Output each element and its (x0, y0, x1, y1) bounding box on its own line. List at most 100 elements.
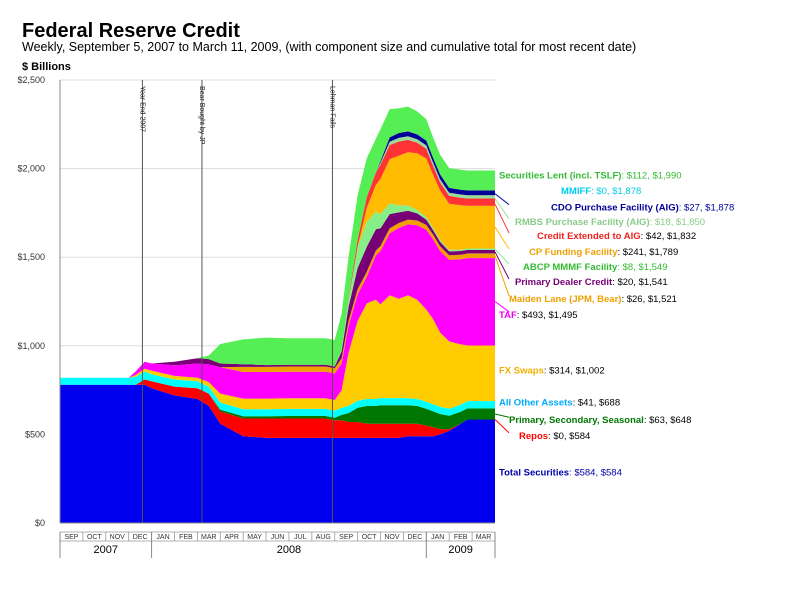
label-leader-rmbs-purchase-facility-aig (494, 198, 510, 220)
series-label-values: : $0, $1,878 (591, 186, 641, 197)
month-tick-label: MAY (247, 534, 262, 541)
series-label-values: : $42, $1,832 (641, 231, 696, 242)
series-label-cdo-purchase-facility-aig: CDO Purchase Facility (AIG): $27, $1,878 (551, 203, 734, 214)
series-label-values: : $41, $688 (573, 398, 621, 409)
label-leader-primary-dealer-credit (494, 251, 510, 280)
month-tick-label: JAN (431, 534, 444, 541)
series-label-taf: TAF: $493, $1,495 (499, 310, 578, 321)
series-label-name: MMIFF (561, 186, 591, 197)
series-label-fx-swaps: FX Swaps: $314, $1,002 (499, 366, 605, 377)
series-label-values: : $20, $1,541 (612, 277, 667, 288)
area-tail-primary-dealer-credit (467, 249, 495, 254)
series-label-name: FX Swaps (499, 366, 544, 377)
series-label-cp-funding-facility: CP Funding Facility: $241, $1,789 (529, 247, 678, 258)
event-label: Lehman Fails (328, 86, 335, 129)
y-axis-unit-label: $ Billions (22, 61, 71, 73)
series-label-values: : $314, $1,002 (544, 366, 605, 377)
y-tick-label: $2,500 (17, 75, 45, 85)
label-leader-abcp-mmmf-facility (494, 248, 510, 265)
area-tail-maiden-lane-jpm-bear (467, 253, 495, 259)
area-tail-cp-funding-facility (467, 205, 495, 249)
series-label-name: RMBS Purchase Facility (AIG) (515, 217, 650, 228)
y-tick-label: $2,000 (17, 164, 45, 174)
series-label-maiden-lane-jpm-bear: Maiden Lane (JPM, Bear): $26, $1,521 (509, 294, 677, 305)
month-tick-label: MAR (476, 534, 492, 541)
area-tail-taf (467, 258, 495, 346)
month-tick-label: MAR (201, 534, 217, 541)
area-tail-cdo-purchase-facility-aig (467, 190, 495, 196)
y-tick-label: $0 (35, 518, 45, 528)
series-label-rmbs-purchase-facility-aig: RMBS Purchase Facility (AIG): $18, $1,85… (515, 217, 705, 228)
series-label-name: All Other Assets (499, 398, 573, 409)
month-tick-label: FEB (179, 534, 193, 541)
month-tick-label: APR (225, 534, 239, 541)
area-repos (60, 379, 468, 438)
label-leader-primary-secondary-seasonal (494, 413, 510, 418)
series-label-name: Primary, Secondary, Seasonal (509, 415, 644, 426)
series-label-name: Maiden Lane (JPM, Bear) (509, 294, 621, 305)
series-label-values: : $63, $648 (644, 415, 692, 426)
chart-title: Federal Reserve Credit (22, 20, 240, 42)
series-label-primary-secondary-seasonal: Primary, Secondary, Seasonal: $63, $648 (509, 415, 691, 426)
month-tick-label: JAN (156, 534, 169, 541)
series-label-name: Securities Lent (incl. TSLF) (499, 171, 621, 182)
month-tick-label: OCT (362, 534, 378, 541)
area-tail-abcp-mmmf-facility (467, 248, 495, 250)
month-tick-label: FEB (454, 534, 468, 541)
area-tail-fx-swaps (467, 345, 495, 401)
year-label: 2009 (448, 544, 472, 556)
label-leader-credit-extended-to-aig (494, 203, 510, 234)
series-label-all-other-assets: All Other Assets: $41, $688 (499, 398, 620, 409)
chart-subtitle: Weekly, September 5, 2007 to March 11, 2… (22, 40, 637, 54)
series-label-credit-extended-to-aig: Credit Extended to AIG: $42, $1,832 (537, 231, 696, 242)
area-abcp-mmmf-facility (60, 203, 468, 378)
label-leader-taf (494, 301, 510, 313)
axes: $0 $500 $1,000 $1,500 $2,000 $2,500 SEP OCT NOV D… (17, 75, 496, 558)
y-tick-label: $1,500 (17, 252, 45, 262)
label-leader-cp-funding-facility (494, 226, 510, 250)
area-fx-swaps (60, 295, 468, 411)
event-label: Year End 2007 (138, 86, 145, 132)
series-label-repos: Repos: $0, $584 (519, 431, 590, 442)
series-label-name: CP Funding Facility (529, 247, 618, 258)
series-label-values: : $0, $584 (548, 431, 590, 442)
month-tick-label: AUG (316, 534, 331, 541)
event-label: Bear Bought by JP (198, 86, 205, 145)
month-tick-label: NOV (110, 534, 126, 541)
series-label-values: : $241, $1,789 (618, 247, 679, 258)
stacked-areas (60, 106, 495, 523)
series-label-values: : $18, $1,850 (650, 217, 705, 228)
month-tick-label: DEC (407, 534, 422, 541)
month-tick-label: SEP (339, 534, 353, 541)
year-label: 2008 (277, 544, 301, 556)
series-label-securities-lent-incl-tslf: Securities Lent (incl. TSLF): $112, $1,9… (499, 171, 682, 182)
series-label-values: : $27, $1,878 (679, 203, 734, 214)
month-tick-label: JUN (271, 534, 285, 541)
area-tail-all-other-assets (467, 401, 495, 409)
series-label-values: : $493, $1,495 (517, 310, 578, 321)
area-cp-funding-facility (60, 152, 468, 378)
area-tail-credit-extended-to-aig (467, 198, 495, 206)
series-label-values: : $112, $1,990 (621, 171, 681, 182)
series-label-abcp-mmmf-facility: ABCP MMMF Facility: $8, $1,549 (523, 262, 668, 273)
series-label-values: : $584, $584 (569, 467, 622, 478)
area-tail-securities-lent-incl-tslf (467, 170, 495, 191)
label-leader-repos (494, 419, 510, 434)
series-label-name: CDO Purchase Facility (AIG) (551, 203, 679, 214)
series-label-name: Repos (519, 431, 548, 442)
area-taf (60, 224, 468, 400)
area-tail-total-securities (467, 419, 495, 523)
area-tail-rmbs-purchase-facility-aig (467, 195, 495, 199)
area-primary-dealer-credit (60, 210, 468, 378)
month-tick-label: DEC (133, 534, 148, 541)
month-tick-label: JUL (294, 534, 307, 541)
series-label-name: ABCP MMMF Facility (523, 262, 618, 273)
series-label-mmiff: MMIFF: $0, $1,878 (561, 186, 641, 197)
y-tick-label: $500 (25, 429, 45, 439)
area-primary-secondary-seasonal (60, 379, 468, 430)
y-tick-label: $1,000 (17, 341, 45, 351)
series-label-primary-dealer-credit: Primary Dealer Credit: $20, $1,541 (515, 277, 668, 288)
series-labels: Securities Lent (incl. TSLF): $112, $1,9… (494, 171, 734, 478)
year-label: 2007 (94, 544, 118, 556)
